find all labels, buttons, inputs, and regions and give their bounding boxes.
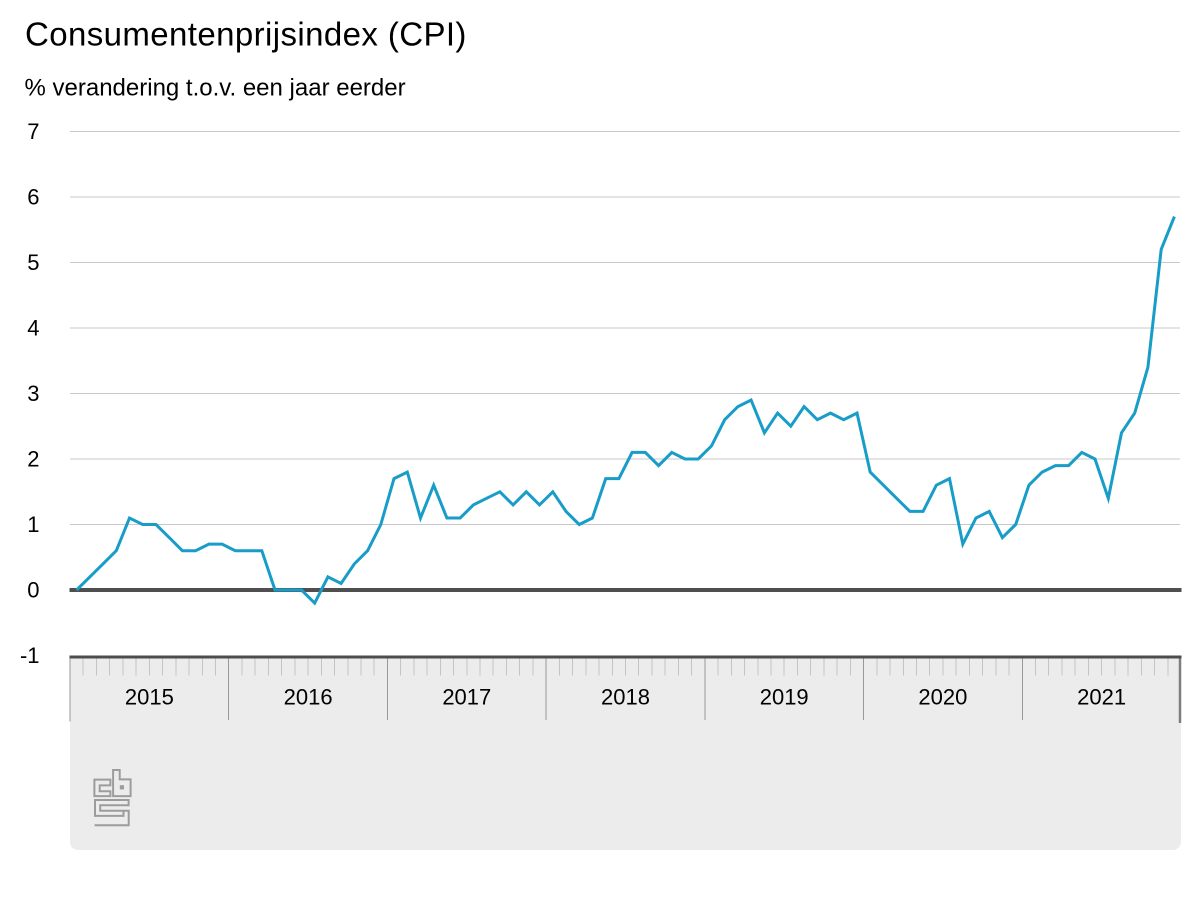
svg-text:2018: 2018 [601, 685, 650, 710]
svg-text:2019: 2019 [760, 685, 809, 710]
svg-text:2: 2 [27, 447, 39, 472]
svg-text:1: 1 [27, 512, 39, 537]
svg-text:2016: 2016 [284, 685, 333, 710]
svg-text:0: 0 [27, 578, 39, 603]
svg-text:3: 3 [27, 381, 39, 406]
svg-text:6: 6 [27, 185, 39, 210]
svg-text:2021: 2021 [1077, 685, 1126, 710]
svg-text:4: 4 [27, 316, 39, 341]
svg-text:-1: -1 [20, 643, 40, 668]
svg-text:7: 7 [27, 119, 39, 144]
svg-text:2020: 2020 [918, 685, 967, 710]
svg-text:2017: 2017 [442, 685, 491, 710]
svg-text:5: 5 [27, 250, 39, 275]
svg-text:Consumentenprijsindex (CPI): Consumentenprijsindex (CPI) [25, 15, 467, 52]
svg-text:% verandering t.o.v. een jaar: % verandering t.o.v. een jaar eerder [25, 75, 406, 102]
svg-text:2015: 2015 [125, 685, 174, 710]
